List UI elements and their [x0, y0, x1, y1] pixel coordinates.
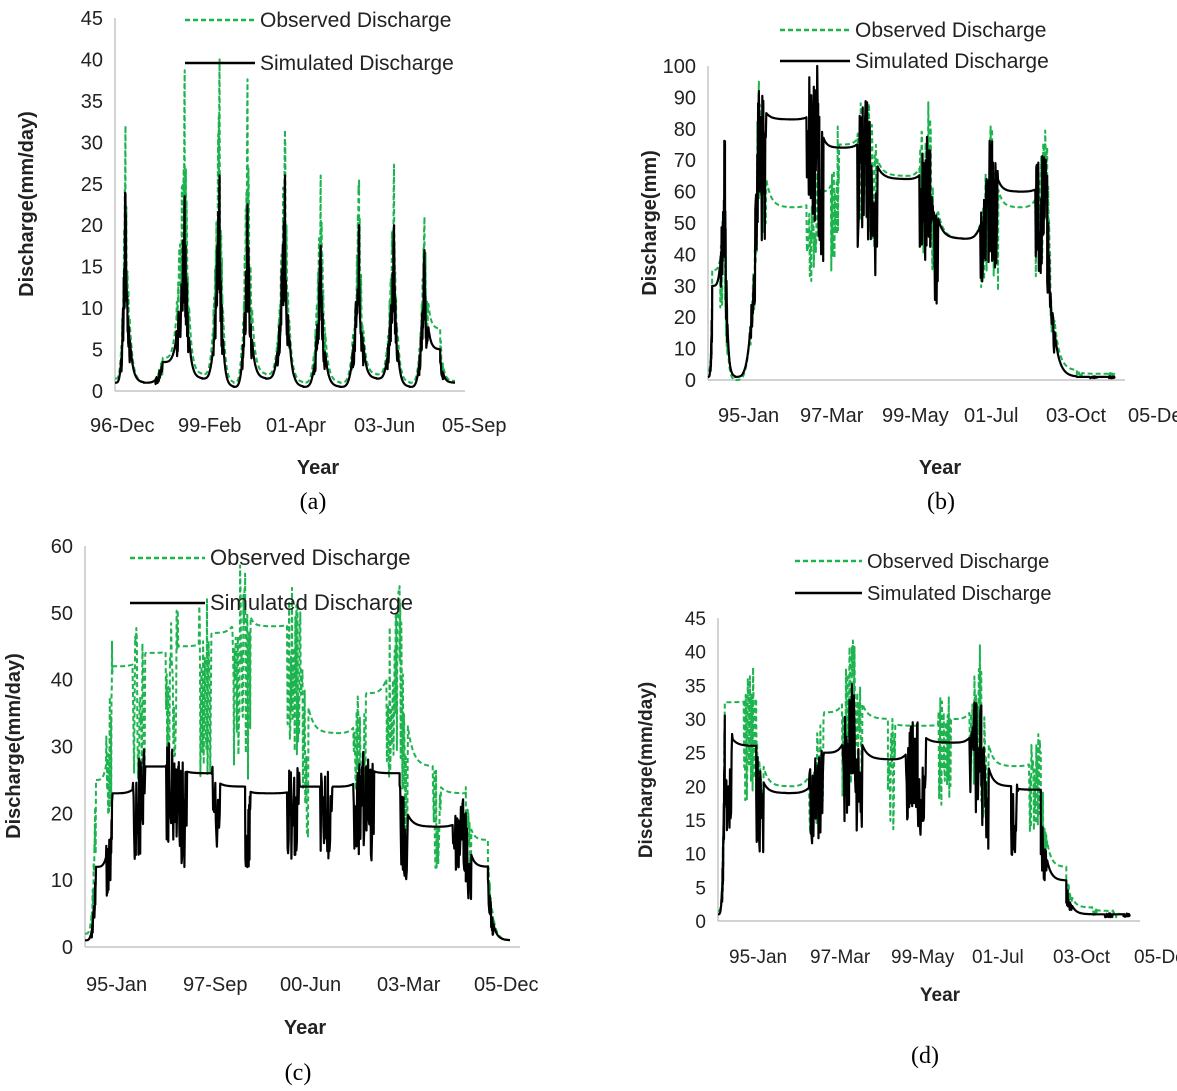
y-tick-label: 20: [674, 307, 696, 329]
y-tick-label: 35: [81, 91, 103, 113]
legend: Observed Discharge Simulated Discharge: [795, 551, 1052, 605]
legend: Observed Discharge Simulated Discharge: [780, 19, 1049, 73]
y-tick-label: 40: [51, 670, 73, 692]
x-tick-label: 05-Dec: [1134, 947, 1177, 968]
observed-series-line: [114, 58, 456, 385]
x-tick-label: 00-Jun: [280, 974, 341, 996]
y-tick-label: 5: [695, 878, 706, 899]
simulated-series-line: [707, 64, 1116, 380]
x-tick-label: 99-Feb: [178, 415, 241, 437]
y-tick-label: 100: [663, 56, 696, 78]
x-tick-label: 03-Jun: [354, 415, 415, 437]
y-tick-label: 90: [674, 87, 696, 109]
y-tick-label: 10: [51, 870, 73, 892]
y-tick-label: 0: [695, 912, 706, 933]
y-tick-label: 60: [674, 182, 696, 204]
y-tick-label: 25: [685, 744, 706, 765]
x-tick-label: 05-Sep: [442, 415, 507, 437]
legend-label-observed: Observed Discharge: [260, 9, 451, 32]
legend: Observed Discharge Simulated Discharge: [130, 545, 413, 615]
y-tick-label: 10: [81, 298, 103, 320]
y-tick-label: 5: [92, 340, 103, 362]
legend: Observed Discharge Simulated Discharge: [185, 9, 454, 75]
x-tick-label: 05-Dec: [474, 974, 538, 996]
y-axis-title: Discharge(mm/day): [636, 682, 657, 858]
y-tick-label: 40: [81, 49, 103, 71]
x-tick-label: 95-Jan: [718, 405, 779, 427]
y-tick-label: 50: [51, 603, 73, 625]
y-tick-label: 10: [674, 339, 696, 361]
chart-panel-a: 0 5 10 15 20 25 30 35 40 45 96-Dec 99-Feb 01-Apr 03-J…: [16, 8, 507, 515]
x-tick-label: 95-Jan: [729, 947, 787, 968]
chart-panel-d: 0 5 10 15 20 25 30 35 40 45 95-Jan 97-Mar 99-May 01-J…: [636, 551, 1177, 1069]
y-tick-label: 0: [62, 937, 73, 959]
observed-series-line: [707, 80, 1116, 381]
x-axis-title: Year: [920, 985, 961, 1006]
legend-label-simulated: Simulated Discharge: [855, 50, 1049, 73]
x-tick-label: 05-Dec: [1128, 405, 1177, 427]
x-axis-title: Year: [284, 1017, 326, 1039]
simulated-series-line: [717, 683, 1131, 919]
y-tick-label: 45: [685, 609, 706, 630]
y-tick-label: 40: [674, 244, 696, 266]
chart-panel-b: 0 10 20 30 40 50 60 70 80 90 100 95-Jan 97-Mar 99-May…: [639, 19, 1177, 515]
x-tick-label: 03-Oct: [1046, 405, 1106, 427]
y-tick-label: 30: [685, 710, 706, 731]
simulated-series-line: [84, 742, 511, 942]
panel-caption: (a): [300, 489, 327, 515]
y-tick-label: 15: [685, 811, 706, 832]
y-tick-label: 15: [81, 257, 103, 279]
y-tick-label: 30: [51, 737, 73, 759]
y-tick-label: 45: [81, 8, 103, 30]
legend-label-simulated: Simulated Discharge: [867, 583, 1052, 605]
x-tick-label: 01-Apr: [266, 415, 326, 437]
y-tick-label: 70: [674, 150, 696, 172]
x-tick-label: 99-May: [882, 405, 949, 427]
y-tick-label: 30: [674, 276, 696, 298]
x-tick-label: 97-Mar: [800, 405, 864, 427]
y-tick-label: 0: [685, 370, 696, 392]
chart-panel-c: 0 10 20 30 40 50 60 95-Jan 97-Sep 00-Jun 03-Mar 05-…: [3, 536, 538, 1086]
y-tick-label: 25: [81, 174, 103, 196]
panel-caption: (d): [911, 1043, 939, 1069]
x-tick-label: 01-Jul: [972, 947, 1024, 968]
y-tick-label: 30: [81, 132, 103, 154]
y-tick-label: 20: [81, 215, 103, 237]
y-tick-label: 60: [51, 536, 73, 558]
legend-label-simulated: Simulated Discharge: [260, 52, 454, 75]
x-tick-label: 03-Mar: [377, 974, 441, 996]
y-axis-title: Discharge(mm/day): [3, 653, 25, 839]
x-tick-label: 97-Mar: [810, 947, 871, 968]
legend-label-simulated: Simulated Discharge: [210, 590, 413, 615]
x-axis-title: Year: [919, 457, 961, 479]
legend-label-observed: Observed Discharge: [855, 19, 1046, 42]
x-tick-label: 95-Jan: [86, 974, 147, 996]
panel-caption: (b): [927, 489, 955, 515]
legend-label-observed: Observed Discharge: [867, 551, 1049, 573]
y-tick-label: 50: [674, 213, 696, 235]
x-tick-label: 97-Sep: [183, 974, 248, 996]
y-tick-label: 35: [685, 676, 706, 697]
x-tick-label: 96-Dec: [90, 415, 154, 437]
y-tick-label: 40: [685, 643, 706, 664]
panel-caption: (c): [285, 1060, 312, 1086]
simulated-series-line: [114, 174, 456, 388]
y-tick-label: 80: [674, 119, 696, 141]
y-tick-label: 20: [51, 803, 73, 825]
x-tick-label: 99-May: [891, 947, 955, 968]
x-axis-title: Year: [297, 457, 339, 479]
x-tick-label: 01-Jul: [964, 405, 1018, 427]
legend-label-observed: Observed Discharge: [210, 545, 411, 570]
y-tick-label: 20: [685, 777, 706, 798]
observed-series-line: [84, 564, 511, 942]
y-axis-title: Discharge(mm): [639, 150, 661, 296]
y-axis-title: Discharge(mm/day): [16, 111, 38, 297]
y-tick-label: 0: [92, 381, 103, 403]
x-tick-label: 03-Oct: [1053, 947, 1111, 968]
y-tick-label: 10: [685, 845, 706, 866]
